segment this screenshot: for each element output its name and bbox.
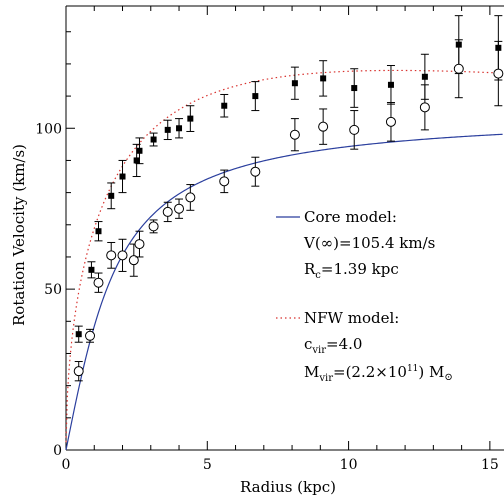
data-point-square [176, 125, 183, 132]
data-point-square [320, 75, 327, 82]
data-point-square [133, 157, 140, 164]
core-model-legend-title: Core model: [304, 208, 397, 226]
data-points [73, 15, 504, 382]
data-point-square [88, 266, 95, 273]
y-tick-label: 0 [53, 443, 62, 459]
data-point-circle [385, 116, 396, 127]
data-point-circle [128, 255, 139, 266]
data-point-square [351, 85, 358, 92]
data-point-circle [493, 68, 504, 79]
x-axis-title: Radius (kpc) [240, 478, 336, 496]
x-tick-label: 10 [340, 457, 358, 473]
data-point-square [75, 331, 82, 338]
nfw-model-legend-title: NFW model: [304, 309, 399, 327]
data-point-square [252, 93, 259, 100]
data-point-circle [318, 121, 329, 132]
data-point-square [221, 102, 228, 109]
data-point-square [291, 80, 298, 87]
model-curves [65, 69, 503, 450]
data-point-circle [162, 206, 173, 217]
data-point-circle [453, 63, 464, 74]
data-point-circle [419, 102, 430, 113]
data-point-square [187, 115, 194, 122]
data-point-circle [73, 366, 84, 377]
data-point-circle [117, 250, 128, 261]
y-tick-label: 100 [35, 121, 62, 137]
data-point-square [150, 136, 157, 143]
data-point-circle [85, 330, 96, 341]
data-point-square [136, 147, 143, 154]
core-model-vinf-label: V(∞)=105.4 km/s [303, 234, 435, 252]
data-point-circle [289, 129, 300, 140]
data-point-circle [219, 176, 230, 187]
y-axis-title: Rotation Velocity (km/s) [10, 144, 28, 326]
data-point-square [95, 228, 102, 235]
plot-frame: 0 5 10 15 0 50 100 [35, 5, 504, 473]
data-point-circle [174, 203, 185, 214]
data-point-circle [250, 166, 261, 177]
core-model-curve [65, 133, 503, 450]
data-point-circle [349, 124, 360, 135]
x-tick-label: 15 [481, 457, 499, 473]
nfw-model-mvir-label: Mvir=(2.2×1011) M⊙ [304, 363, 453, 384]
data-point-square [108, 192, 115, 199]
x-tick-label: 5 [203, 457, 212, 473]
data-point-square [164, 126, 171, 133]
nfw-model-cvir-label: cvir=4.0 [304, 335, 362, 356]
data-point-square [387, 81, 394, 88]
data-point-circle [106, 250, 117, 261]
data-point-square [421, 73, 428, 80]
y-tick-label: 50 [44, 282, 62, 298]
data-point-circle [148, 221, 159, 232]
x-tick-label: 0 [62, 457, 71, 473]
data-point-circle [93, 277, 104, 288]
data-point-circle [134, 239, 145, 250]
core-model-rc-label: Rc=1.39 kpc [304, 260, 399, 281]
data-point-square [119, 173, 126, 180]
data-point-circle [185, 192, 196, 203]
